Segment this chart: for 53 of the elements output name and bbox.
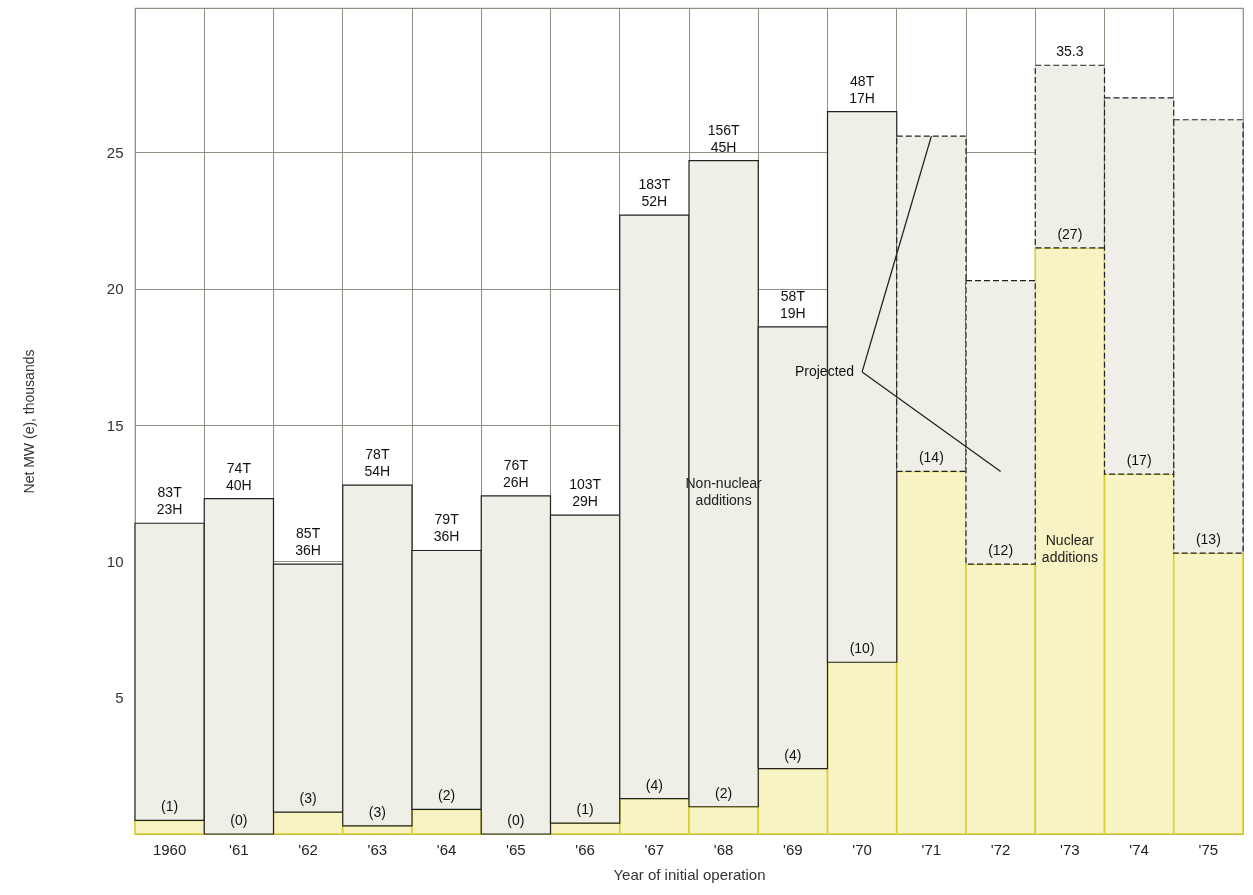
x-tick-label: '68 [713,840,734,858]
bar [134,819,206,835]
annotation: 74T 40H [226,459,252,493]
annotation: 76T 26H [503,456,529,490]
annotation: (0) [230,812,248,828]
x-axis-title: Year of initial operation [613,865,766,883]
x-tick-label: '66 [575,840,595,858]
annotation: 79T 36H [433,511,460,545]
y-tick-label: 25 [106,143,124,161]
x-tick-label: '72 [990,840,1011,858]
x-tick-label: '65 [506,840,526,858]
annotation: (4) [645,776,663,793]
y-tick-label: 20 [106,280,124,298]
annotation: (10) [849,640,875,657]
annotation: (2) [715,784,733,801]
annotation: (17) [1126,452,1152,469]
annotation: (2) [438,787,456,804]
x-tick-label: '64 [436,840,457,858]
annotation: (1) [161,798,179,815]
annotation: 48T 17H [849,72,875,106]
annotation: (27) [1057,225,1083,242]
annotation: (3) [299,790,317,807]
annotation: (4) [784,746,802,763]
x-tick-label: '71 [921,840,942,858]
annotation: (3) [368,803,386,820]
x-tick-label: '70 [852,840,872,858]
y-axis-title: Net MW (e), thousands [20,349,37,494]
series-label: Nuclear additions [1041,531,1098,565]
x-tick-label: '74 [1129,840,1149,858]
annotation: 85T 36H [295,525,321,559]
x-tick-label: 1960 [152,840,187,858]
annotation: (12) [988,542,1014,559]
annotation: (1) [576,801,594,818]
annotation: 35.3 [1056,43,1084,60]
annotation: (13) [1195,531,1221,548]
annotation: 183T 52H [638,176,671,210]
x-tick-label: '67 [644,840,665,858]
x-tick-label: '69 [783,840,803,858]
x-tick-label: '73 [1060,840,1080,858]
annotation: (14) [918,449,944,466]
annotation: 78T 54H [364,446,391,480]
y-tick-label: 15 [106,416,124,434]
annotation: (0) [507,812,525,828]
annotation: 156T 45H [707,121,741,155]
annotation: 58T 19H [780,287,806,321]
x-tick-label: '61 [229,840,249,858]
x-tick-label: '62 [298,840,318,858]
y-tick-label: 10 [106,552,124,570]
x-tick-label: '75 [1198,840,1219,858]
annotation: 103T 29H [569,476,602,510]
y-tick-label: 5 [115,689,124,707]
x-tick-label: '63 [367,840,388,858]
annotation: 83T 23H [156,484,183,518]
